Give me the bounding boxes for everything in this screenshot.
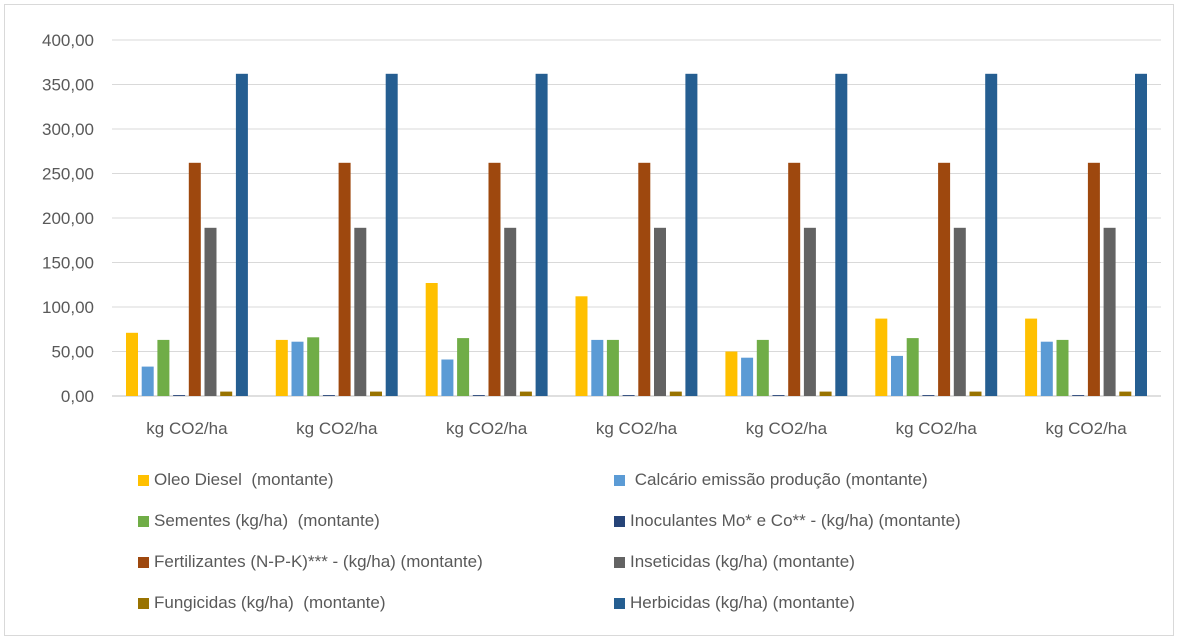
bar: [385, 73, 398, 397]
x-tick-label: kg CO2/ha: [446, 419, 528, 438]
bar: [188, 162, 201, 396]
bar: [725, 351, 738, 396]
bar: [835, 73, 848, 397]
bar: [638, 162, 651, 396]
y-tick-label: 250,00: [42, 165, 94, 184]
bar: [457, 338, 470, 396]
bar: [756, 339, 769, 396]
bar: [275, 339, 288, 396]
bar: [772, 395, 785, 396]
bar: [922, 395, 935, 396]
bar: [204, 227, 217, 396]
bar: [354, 227, 367, 396]
bar: [669, 391, 682, 396]
y-tick-label: 200,00: [42, 209, 94, 228]
y-tick-label: 350,00: [42, 76, 94, 95]
bar: [685, 73, 698, 397]
bar: [535, 73, 548, 397]
bar: [322, 395, 335, 396]
y-tick-label: 0,00: [61, 387, 94, 406]
bar: [741, 357, 754, 396]
bar: [1025, 318, 1038, 396]
bar: [1072, 395, 1085, 396]
bar: [891, 355, 903, 396]
y-tick-label: 50,00: [51, 343, 94, 362]
bar: [875, 318, 888, 396]
bar: [126, 332, 138, 396]
bar: [441, 359, 454, 396]
bar: [1087, 162, 1100, 396]
x-axis-tick-labels: kg CO2/ha kg CO2/ha kg CO2/ha kg CO2/ha kg C…: [146, 419, 1127, 438]
bar: [519, 391, 532, 396]
x-tick-label: kg CO2/ha: [1045, 419, 1127, 438]
chart-frame: [4, 4, 1174, 636]
x-tick-label: kg CO2/ha: [146, 419, 228, 438]
bar: [654, 227, 666, 396]
bar: [141, 366, 154, 396]
gridlines: [112, 39, 1161, 397]
bar: [953, 227, 966, 396]
bar: [1056, 339, 1069, 396]
bar: [157, 339, 170, 396]
y-axis-tick-labels: 0,00 50,00 100,00 150,00 200,00 250,00 300,00 3…: [42, 31, 94, 406]
y-tick-label: 150,00: [42, 254, 94, 273]
bar: [969, 391, 982, 396]
bar: [803, 227, 816, 396]
bar: [622, 395, 635, 396]
bar: [1103, 227, 1116, 396]
x-tick-label: kg CO2/ha: [596, 419, 678, 438]
bar: [1040, 341, 1053, 396]
x-tick-label: kg CO2/ha: [746, 419, 828, 438]
bar: [307, 337, 320, 396]
bar: [591, 339, 604, 396]
bar: [938, 162, 951, 396]
bar: [819, 391, 832, 396]
y-tick-label: 300,00: [42, 120, 94, 139]
bar: [906, 338, 919, 396]
bar: [425, 283, 438, 396]
x-tick-label: kg CO2/ha: [296, 419, 378, 438]
bar: [235, 73, 248, 397]
x-tick-label: kg CO2/ha: [896, 419, 978, 438]
bar: [291, 341, 304, 396]
y-tick-label: 100,00: [42, 298, 94, 317]
bar: [220, 391, 233, 396]
bars: [126, 73, 1147, 397]
bar: [985, 73, 998, 397]
bar: [788, 162, 801, 396]
bar: [173, 395, 186, 396]
bar: [338, 162, 351, 396]
bar: [504, 227, 517, 396]
y-tick-label: 400,00: [42, 31, 94, 50]
bar: [1135, 73, 1147, 397]
bar: [472, 395, 485, 396]
bar: [575, 296, 588, 396]
bar: [488, 162, 501, 396]
bar: [606, 339, 619, 396]
bar: [1119, 391, 1132, 396]
bar: [370, 391, 382, 396]
